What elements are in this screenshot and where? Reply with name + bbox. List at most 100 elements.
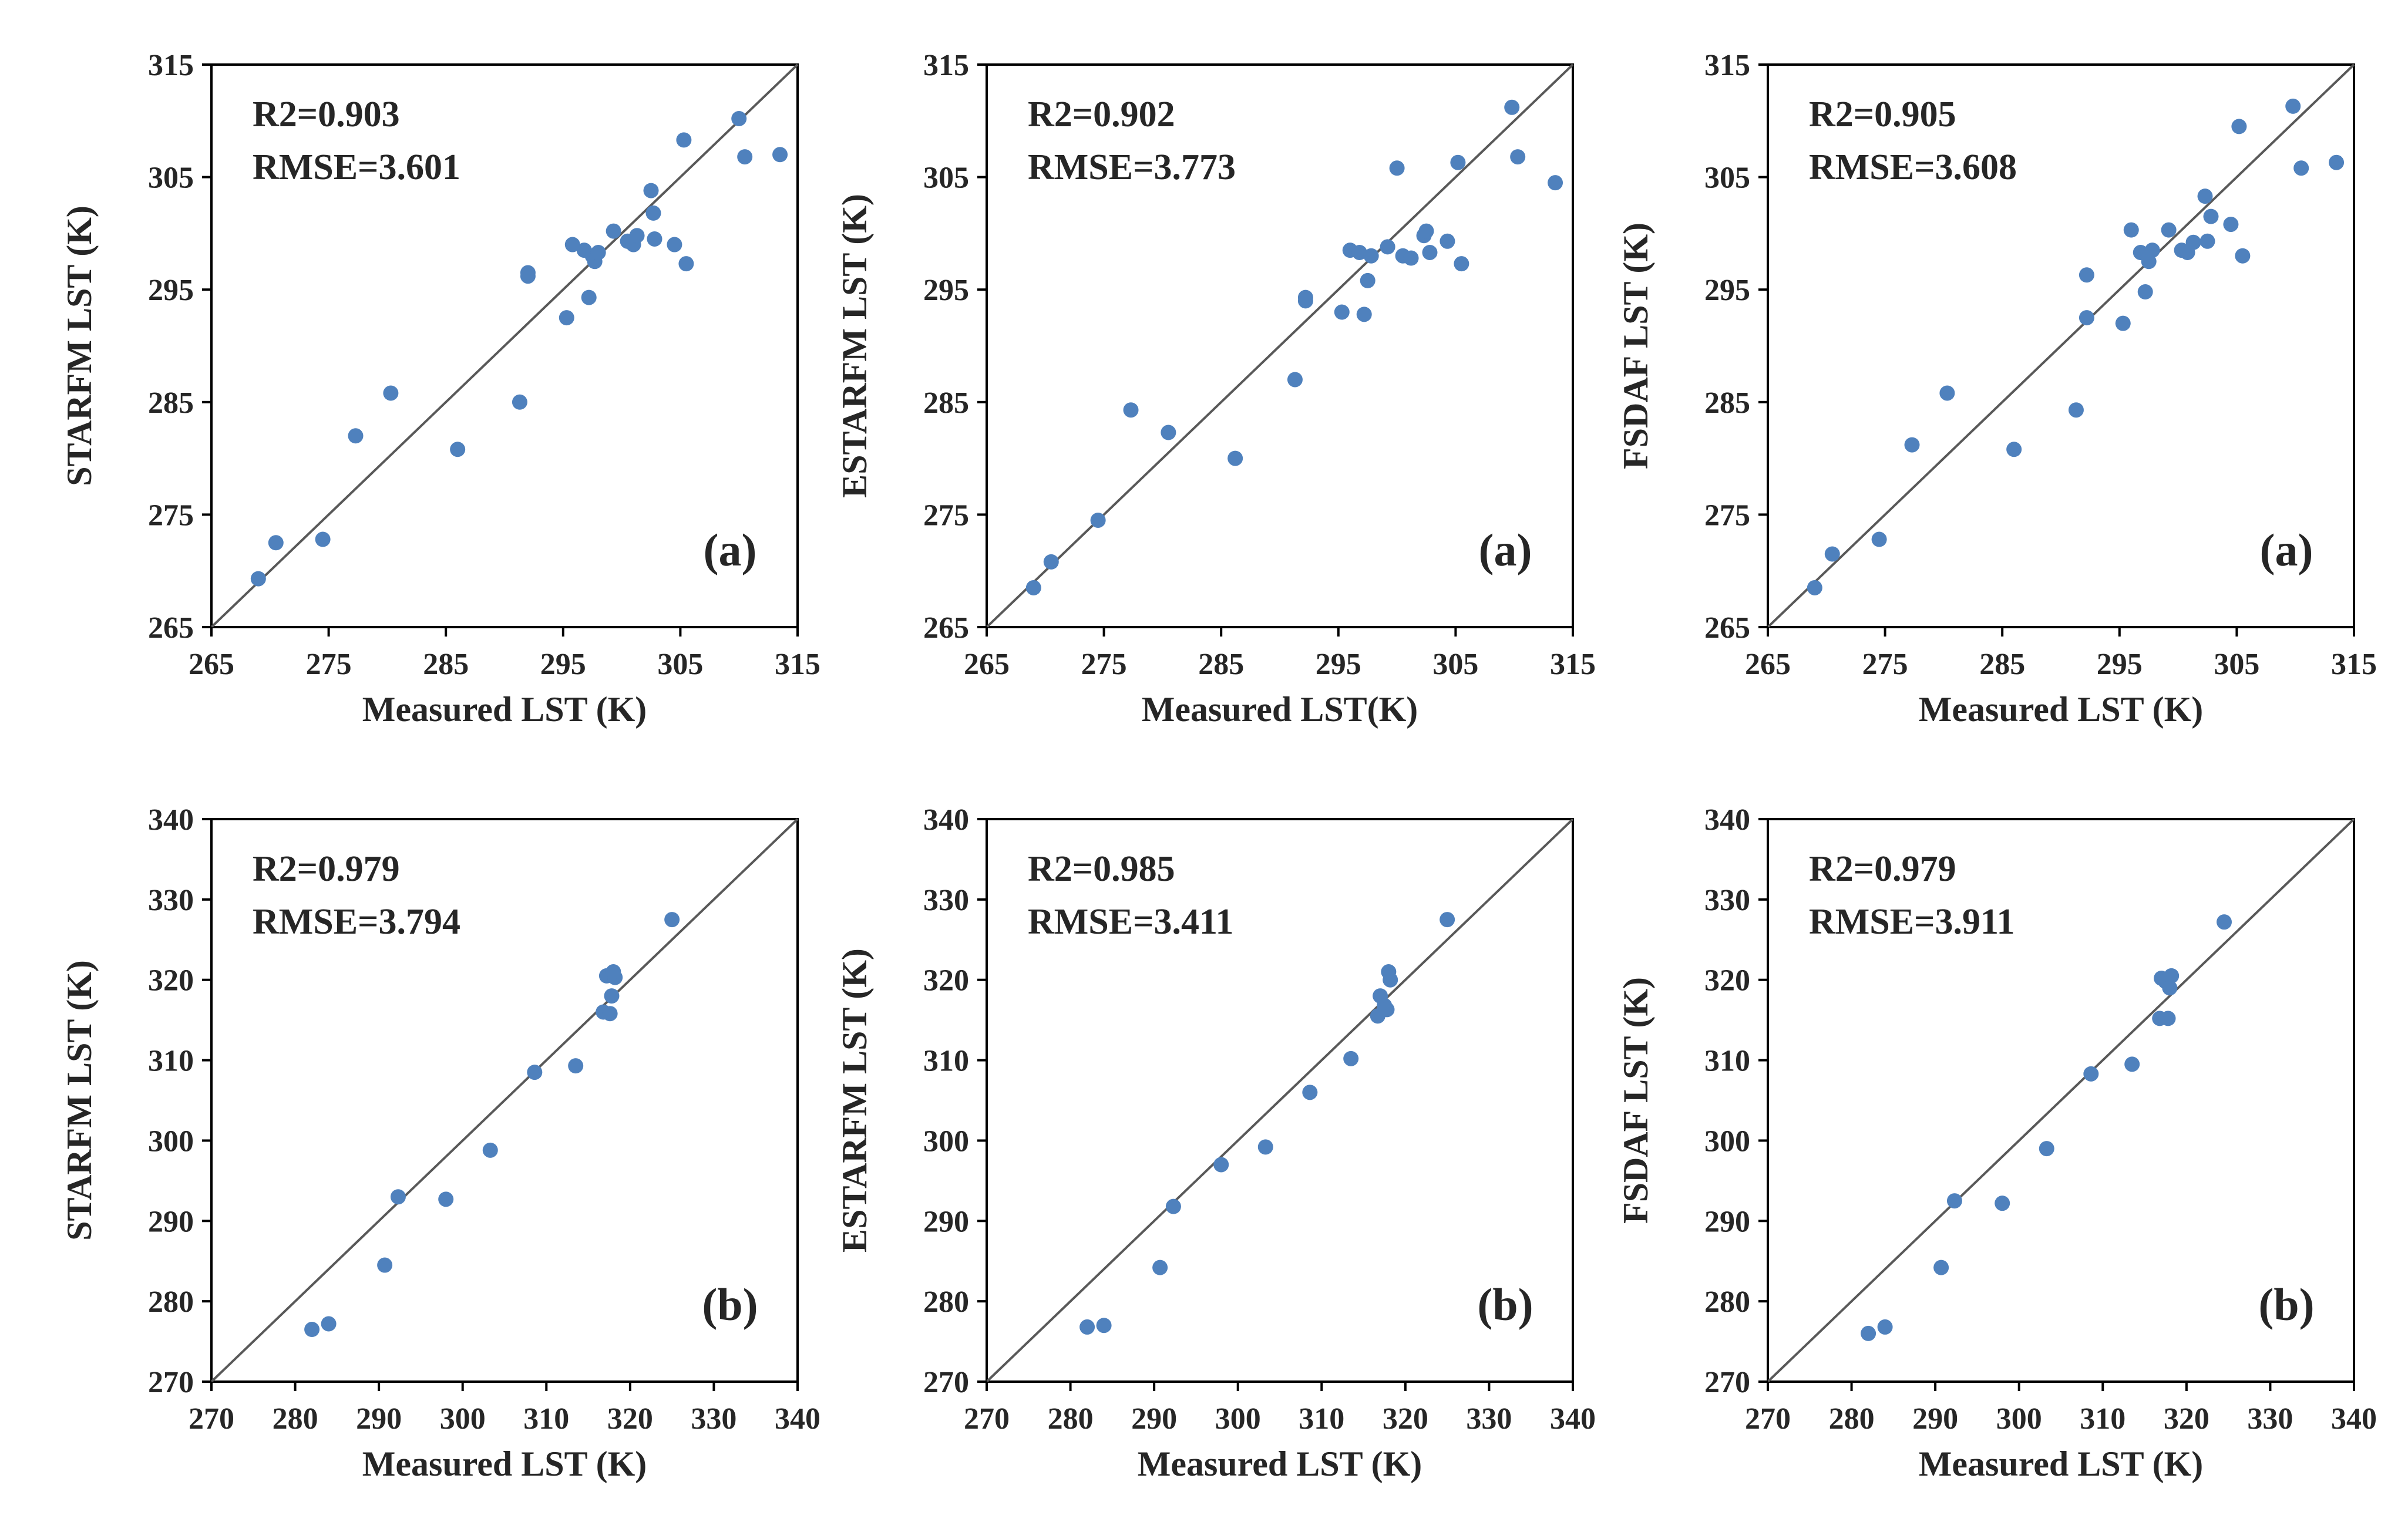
y-tick-label: 270 (923, 1366, 969, 1399)
data-point (1297, 289, 1313, 305)
y-axis-title: FSDAF LST (K) (1616, 223, 1655, 469)
one-to-one-line (1767, 818, 2355, 1383)
x-tick-label: 340 (2331, 1402, 2377, 1436)
y-tick-label: 270 (1704, 1366, 1750, 1399)
x-tick-label: 300 (440, 1402, 486, 1436)
y-tick-label: 310 (923, 1045, 969, 1078)
r2-annotation: R2=0.902 (1028, 95, 1175, 134)
plot-frame (986, 63, 1574, 628)
data-point (2223, 217, 2239, 233)
y-tick-label: 275 (148, 499, 194, 532)
y-axis-title: ESTARFM LST (K) (835, 948, 874, 1252)
one-to-one-line (986, 63, 1574, 628)
y-tick-label: 295 (923, 274, 969, 307)
y-tick-label: 330 (923, 884, 969, 917)
one-to-one-line (210, 63, 799, 628)
x-tick-label: 270 (1745, 1402, 1791, 1436)
y-axis-title: STARFM LST (K) (60, 960, 99, 1241)
data-point (1877, 1319, 1893, 1335)
data-point (629, 228, 645, 244)
data-point (1351, 244, 1367, 260)
data-point (1904, 437, 1920, 453)
x-tick-label: 320 (2164, 1402, 2209, 1436)
y-tick-label: 315 (923, 49, 969, 82)
data-point (2200, 233, 2215, 249)
data-point (438, 1191, 454, 1207)
one-to-one-line (986, 818, 1574, 1383)
data-point (527, 1065, 543, 1080)
y-tick-label: 305 (148, 161, 194, 195)
x-tick-label: 295 (540, 648, 586, 681)
y-tick-label: 280 (1704, 1285, 1750, 1319)
data-point (2235, 248, 2251, 264)
y-axis-title: ESTARFM LST (K) (835, 194, 874, 498)
data-point (2079, 310, 2094, 326)
x-tick-label: 330 (1466, 1402, 1512, 1436)
y-tick-label: 290 (1704, 1205, 1750, 1238)
y-tick-label: 290 (148, 1205, 194, 1238)
x-axis-title: Measured LST(K) (1142, 690, 1418, 729)
data-point (1824, 546, 1840, 562)
y-tick-label: 340 (1704, 803, 1750, 837)
data-point (1450, 154, 1466, 170)
data-point (647, 231, 662, 247)
y-tick-label: 310 (1704, 1045, 1750, 1078)
data-point (1334, 304, 1350, 320)
data-point (676, 132, 692, 148)
x-tick-label: 290 (356, 1402, 402, 1436)
y-tick-label: 285 (1704, 386, 1750, 420)
r2-annotation: R2=0.979 (253, 849, 400, 889)
data-point (2285, 98, 2301, 114)
x-tick-label: 330 (691, 1402, 736, 1436)
data-point (731, 110, 747, 126)
data-point (2160, 1011, 2176, 1026)
data-point (268, 535, 284, 551)
data-point (1548, 175, 1563, 191)
y-tick-label: 275 (923, 499, 969, 532)
y-tick-label: 270 (148, 1366, 194, 1399)
data-point (2083, 1066, 2099, 1082)
data-point (1079, 1319, 1095, 1335)
data-point (1933, 1260, 1949, 1275)
x-tick-label: 270 (964, 1402, 1010, 1436)
x-tick-label: 305 (1432, 648, 1478, 681)
data-point (667, 237, 682, 252)
x-axis-title: Measured LST (K) (1919, 1444, 2203, 1483)
y-tick-label: 280 (148, 1285, 194, 1319)
x-tick-label: 285 (1198, 648, 1244, 681)
x-tick-label: 295 (1316, 648, 1361, 681)
data-point (1213, 1157, 1229, 1173)
y-tick-label: 320 (148, 964, 194, 998)
x-tick-label: 290 (1912, 1402, 1958, 1436)
panel-label: (a) (1479, 524, 1532, 575)
data-point (1939, 385, 1955, 401)
data-point (2203, 208, 2219, 224)
x-tick-label: 280 (1829, 1402, 1875, 1436)
y-tick-label: 265 (1704, 611, 1750, 645)
x-axis-title: Measured LST (K) (1138, 1444, 1422, 1483)
x-tick-label: 280 (1048, 1402, 1094, 1436)
y-tick-label: 275 (1704, 499, 1750, 532)
rmse-annotation: RMSE=3.601 (253, 147, 460, 187)
one-to-one-line (1767, 63, 2355, 628)
plot-frame (1767, 63, 2355, 628)
data-point (606, 964, 621, 980)
data-point (1360, 272, 1375, 288)
data-point (1807, 580, 1822, 595)
data-point (1861, 1325, 1876, 1341)
scatter-panel-2: 265 275 285 295 305 315 265 275 285 295 305 315 Meas… (835, 49, 1596, 729)
data-point (377, 1257, 393, 1273)
y-tick-label: 290 (923, 1205, 969, 1238)
x-tick-label: 295 (2097, 648, 2143, 681)
r2-annotation: R2=0.905 (1809, 95, 1956, 134)
plot-frame (210, 63, 799, 628)
x-tick-label: 270 (189, 1402, 234, 1436)
x-tick-label: 310 (2080, 1402, 2126, 1436)
y-tick-label: 330 (1704, 884, 1750, 917)
panel-label: (b) (2258, 1279, 2314, 1330)
data-point (1165, 1198, 1181, 1214)
data-point (1043, 554, 1059, 570)
data-point (2161, 222, 2177, 238)
y-tick-label: 295 (1704, 274, 1750, 307)
